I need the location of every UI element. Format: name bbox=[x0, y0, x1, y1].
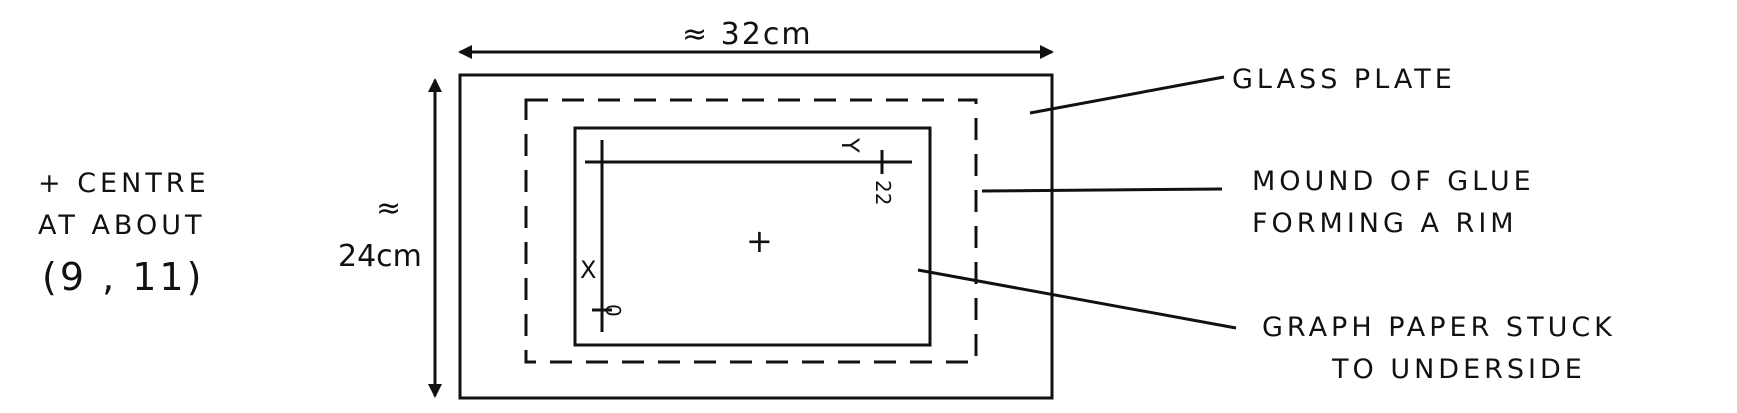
y-axis-label: Y bbox=[836, 137, 864, 153]
glue-rim-label-line2: FORMING A RIM bbox=[1252, 208, 1518, 239]
width-dimension-label: ≈ 32cm bbox=[682, 17, 813, 52]
glue-rim bbox=[524, 98, 978, 364]
y-axis-tick-label: 22 bbox=[871, 180, 895, 205]
glue-rim-label-line1: MOUND OF GLUE bbox=[1252, 166, 1535, 197]
graph-paper-label-line1: GRAPH PAPER STUCK bbox=[1262, 312, 1616, 343]
centre-note-line2: AT ABOUT bbox=[38, 210, 205, 241]
centre-note: + CENTRE AT ABOUT (9 , 11) bbox=[38, 168, 210, 299]
centre-note-line1: + CENTRE bbox=[38, 168, 210, 199]
glue-rim-leader bbox=[981, 187, 1223, 193]
graph-paper-label-line2: TO UNDERSIDE bbox=[1331, 354, 1586, 385]
glass-plate-leader bbox=[1029, 75, 1225, 115]
glass-plate-label: GLASS PLATE bbox=[1232, 64, 1456, 95]
height-approx-symbol: ≈ bbox=[376, 191, 401, 226]
x-axis-tick-label: 0 bbox=[601, 304, 625, 317]
x-axis-label: X bbox=[580, 256, 596, 284]
centre-note-coordinates: (9 , 11) bbox=[42, 255, 204, 299]
height-dimension-label: 24cm bbox=[338, 239, 422, 274]
graph-paper bbox=[573, 126, 932, 347]
glass-plate bbox=[458, 73, 1054, 400]
graph-paper-leader bbox=[917, 268, 1237, 330]
centre-mark: + bbox=[746, 222, 773, 260]
